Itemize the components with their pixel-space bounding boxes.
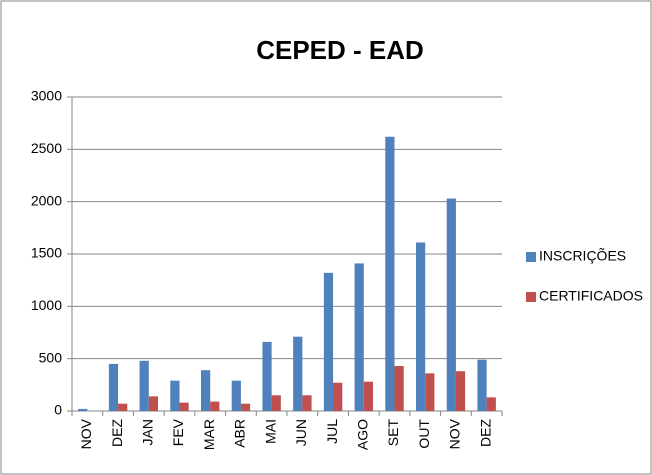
bar (148, 396, 158, 411)
bar (240, 403, 251, 411)
bar (139, 360, 149, 411)
bar (446, 198, 456, 411)
y-tick-label: 3000 (31, 88, 62, 104)
bar (293, 336, 303, 411)
bar (201, 370, 211, 411)
bar (425, 373, 435, 411)
bar (210, 401, 220, 411)
y-tick-label: 1000 (31, 297, 62, 313)
legend-label: INSCRIÇÕES (539, 248, 626, 264)
bar (455, 371, 466, 411)
y-tick-label: 500 (39, 349, 63, 365)
bar (354, 263, 364, 411)
legend-swatch (526, 252, 536, 262)
bar (118, 403, 128, 411)
y-tick-label: 2000 (31, 192, 62, 208)
bar (231, 380, 241, 411)
x-tick-label: NOV (447, 418, 463, 449)
bar (394, 365, 404, 411)
x-tick-label: FEV (170, 418, 186, 446)
bar (486, 397, 496, 411)
bar (302, 395, 312, 411)
x-tick-label: SET (385, 419, 401, 447)
x-tick-label: DEZ (109, 419, 125, 447)
bar (170, 380, 180, 411)
x-tick-label: MAI (262, 419, 278, 444)
bar (416, 242, 426, 411)
x-tick-label: JUL (324, 419, 340, 444)
x-tick-label: AGO (354, 419, 370, 450)
bar (477, 359, 487, 411)
y-tick-label: 0 (54, 402, 62, 418)
y-tick-label: 2500 (31, 140, 62, 156)
bar (363, 381, 373, 411)
bar (78, 408, 88, 411)
bar (323, 272, 334, 411)
x-tick-label: ABR (232, 419, 248, 448)
bar (333, 382, 343, 411)
x-tick-label: DEZ (477, 419, 493, 447)
x-tick-label: JUN (293, 419, 309, 446)
bar (271, 395, 281, 411)
legend-swatch (526, 292, 536, 302)
bar (108, 363, 119, 411)
chart-title: CEPED - EAD (256, 35, 424, 65)
x-tick-label: JAN (139, 419, 155, 445)
legend-label: CERTIFICADOS (539, 288, 643, 304)
bar (179, 402, 189, 411)
x-tick-label: OUT (416, 419, 432, 449)
x-tick-label: NOV (78, 418, 94, 449)
bar (262, 341, 272, 411)
bar (385, 136, 395, 412)
y-tick-label: 1500 (31, 245, 62, 261)
x-tick-label: MAR (201, 419, 217, 450)
